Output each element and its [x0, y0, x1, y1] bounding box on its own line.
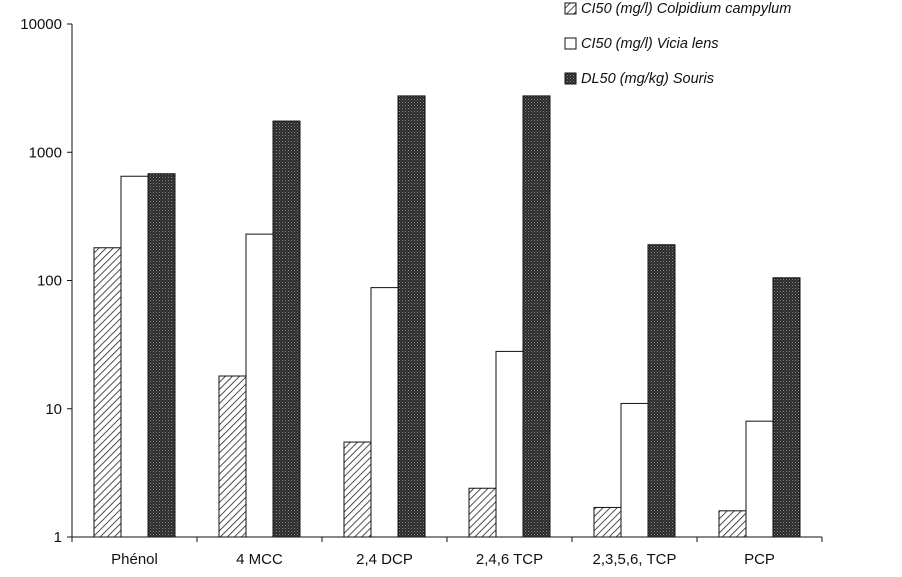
- bar: [343, 441, 372, 538]
- x-category-label: Phénol: [111, 551, 158, 568]
- bar: [245, 233, 274, 538]
- bar: [272, 120, 301, 538]
- legend-label: CI50 (mg/l) Vicia lens: [581, 36, 719, 52]
- bar: [147, 173, 176, 538]
- bar: [647, 244, 676, 538]
- bar: [522, 95, 551, 538]
- legend-label: CI50 (mg/l) Colpidium campylum: [581, 1, 791, 17]
- axes-group: 1 10 100 1000 10000 Phénol 4 MCC 2,4 DCP 2,4,6 T…: [20, 16, 823, 568]
- bar: [593, 506, 622, 538]
- x-category-label: 4 MCC: [236, 551, 283, 568]
- y-tick-label: 100: [37, 273, 62, 290]
- bar: [218, 375, 247, 538]
- y-tick-label: 1: [54, 529, 62, 546]
- legend-swatch: [564, 72, 577, 85]
- bar: [620, 402, 649, 538]
- x-category-label: 2,4 DCP: [356, 551, 413, 568]
- legend-swatch: [564, 37, 577, 50]
- y-tick-label: 10000: [20, 16, 62, 33]
- bar: [370, 287, 399, 538]
- bar: [120, 175, 149, 538]
- bar: [745, 420, 774, 538]
- y-tick-label: 1000: [29, 144, 62, 161]
- bar: [718, 510, 747, 538]
- x-category-label: 2,3,5,6, TCP: [593, 551, 677, 568]
- bar: [772, 277, 801, 538]
- y-tick-label: 10: [45, 401, 62, 418]
- bar: [495, 350, 524, 538]
- bar: [397, 95, 426, 538]
- bar: [468, 487, 497, 538]
- legend: CI50 (mg/l) Colpidium campylum CI50 (mg/l…: [564, 1, 791, 87]
- x-category-label: PCP: [744, 551, 775, 568]
- legend-label: DL50 (mg/kg) Souris: [581, 71, 714, 87]
- bars-group: [93, 95, 801, 538]
- x-category-label: 2,4,6 TCP: [476, 551, 543, 568]
- bar: [93, 247, 122, 538]
- legend-swatch: [564, 2, 577, 15]
